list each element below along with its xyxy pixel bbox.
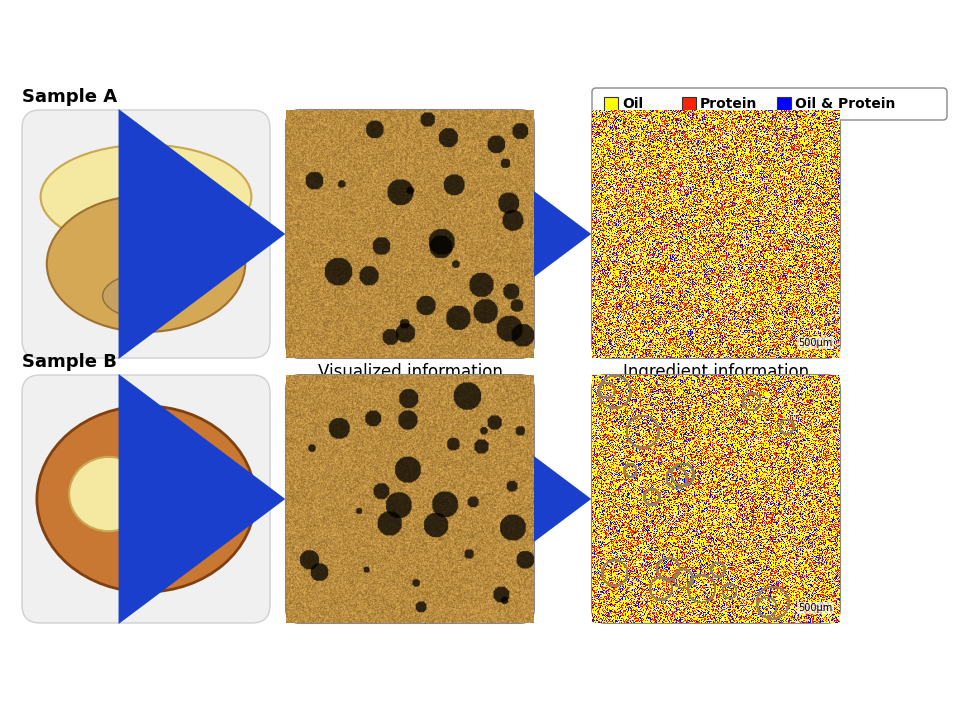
FancyBboxPatch shape — [604, 97, 618, 111]
Text: Visualized information: Visualized information — [318, 363, 502, 381]
Text: Oil: Oil — [622, 96, 643, 110]
FancyBboxPatch shape — [777, 97, 791, 111]
Text: Oil & Protein: Oil & Protein — [795, 96, 896, 110]
Text: Sample B: Sample B — [22, 353, 117, 371]
FancyBboxPatch shape — [592, 88, 947, 120]
Ellipse shape — [69, 456, 149, 531]
Text: Protein: Protein — [700, 96, 757, 110]
Text: 500μm: 500μm — [799, 338, 832, 348]
Ellipse shape — [40, 145, 252, 249]
Text: Sample A: Sample A — [22, 88, 117, 106]
FancyBboxPatch shape — [682, 97, 696, 111]
Text: 500μm: 500μm — [799, 603, 832, 613]
Ellipse shape — [36, 406, 255, 592]
Ellipse shape — [149, 462, 218, 526]
Ellipse shape — [47, 196, 245, 332]
Ellipse shape — [103, 274, 189, 318]
FancyBboxPatch shape — [22, 110, 270, 358]
Text: Ingredient information: Ingredient information — [623, 363, 809, 381]
FancyBboxPatch shape — [22, 375, 270, 623]
